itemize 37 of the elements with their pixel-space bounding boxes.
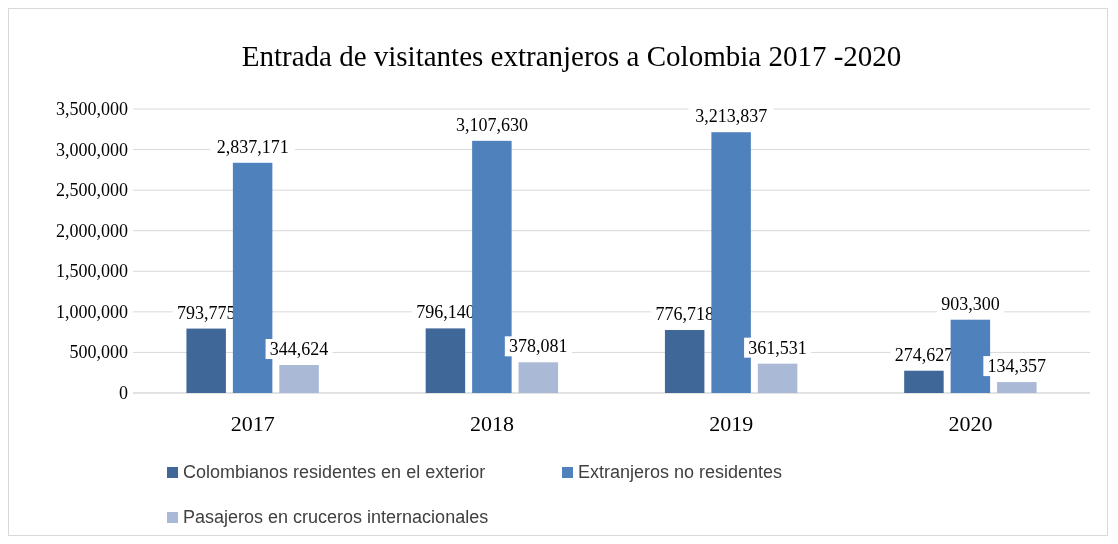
y-tick-label: 1,500,000 [56, 261, 128, 282]
y-tick-label: 500,000 [69, 342, 128, 363]
chart-title: Entrada de visitantes extranjeros a Colombia 2017 -2020 [241, 40, 902, 72]
x-tick-label: 2018 [469, 411, 514, 436]
bar [950, 319, 991, 393]
x-tick-label: 2017 [230, 411, 275, 436]
y-tick-label: 0 [119, 383, 128, 403]
x-tick-label: 2019 [709, 411, 754, 436]
bar [904, 370, 944, 393]
bar [518, 362, 559, 393]
data-label: 361,531 [748, 337, 807, 358]
data-label: 344,624 [269, 339, 329, 360]
bar [711, 132, 751, 393]
y-tick-label: 3,000,000 [56, 139, 128, 160]
y-tick-label: 2,000,000 [56, 220, 128, 241]
bar [664, 329, 705, 393]
data-label: 274,627 [894, 344, 954, 365]
bar [472, 140, 512, 393]
data-label: 134,357 [987, 356, 1047, 377]
legend-label: Extranjeros no residentes [578, 462, 783, 482]
data-label: 3,107,630 [455, 114, 528, 135]
data-label: 2,837,171 [216, 136, 289, 157]
bar [186, 328, 226, 393]
data-label: 378,081 [509, 336, 568, 357]
y-tick-label: 1,000,000 [56, 301, 128, 322]
legend-label: Pasajeros en cruceros internacionales [183, 507, 489, 527]
y-tick-label: 3,500,000 [56, 99, 128, 119]
data-label: 3,213,837 [695, 106, 768, 127]
x-tick-label: 2020 [948, 411, 993, 436]
legend-label: Colombianos residentes en el exterior [183, 462, 486, 482]
bar [757, 363, 798, 393]
data-label: 903,300 [941, 293, 1000, 314]
bar [425, 328, 466, 393]
y-tick-label: 2,500,000 [56, 180, 128, 201]
data-label: 776,718 [655, 303, 714, 324]
bar [997, 382, 1037, 393]
bar [279, 365, 319, 393]
